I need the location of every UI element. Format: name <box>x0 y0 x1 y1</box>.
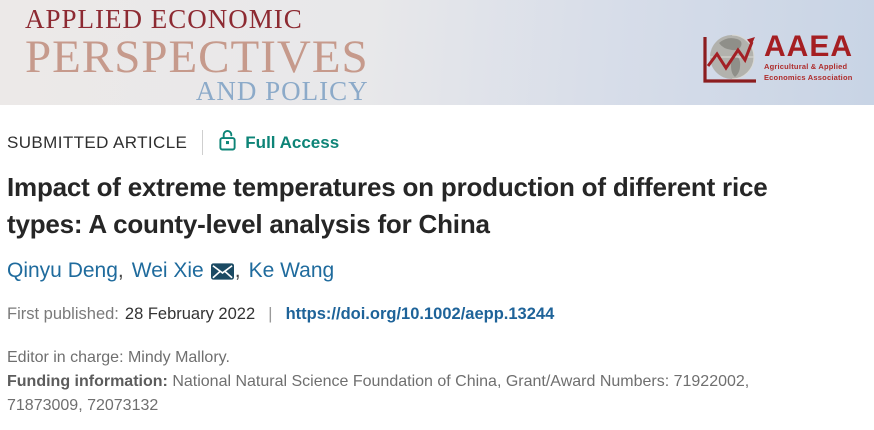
author-separator: , <box>117 259 124 282</box>
aaea-globe-chart-icon <box>699 29 759 92</box>
article-title: Impact of extreme temperatures on produc… <box>7 172 768 239</box>
aaea-tagline-line1: Agricultural & Applied <box>763 62 848 71</box>
funding-label: Funding information: <box>7 373 168 390</box>
author-link[interactable]: Qinyu Deng <box>7 259 118 282</box>
access-badge: Full Access <box>218 129 339 156</box>
editor-in-charge-line: Editor in charge: Mindy Mallory. <box>7 349 230 366</box>
article-header: SUBMITTED ARTICLE Full Access Impact of … <box>0 129 874 418</box>
journal-title: APPLIED ECONOMIC PERSPECTIVES AND POLICY <box>25 4 369 106</box>
funding-information: Funding information: National Natural Sc… <box>7 370 844 418</box>
author-list: Qinyu Deng, Wei Xie , Ke Wang <box>7 259 844 283</box>
aaea-tagline-line2: Economics Association <box>763 73 853 82</box>
doi-link[interactable]: https://doi.org/10.1002/aepp.13244 <box>285 304 555 323</box>
article-category: SUBMITTED ARTICLE <box>7 132 188 152</box>
publication-info-row: First published: 28 February 2022 | http… <box>7 304 844 324</box>
meta-divider <box>202 130 204 155</box>
first-published-date: 28 February 2022 <box>124 304 256 323</box>
author-link[interactable]: Ke Wang <box>248 259 335 282</box>
email-icon[interactable] <box>210 262 234 280</box>
aaea-logo: AAEA Agricultural & Applied Economics As… <box>699 29 853 92</box>
open-lock-icon <box>218 129 237 156</box>
journal-title-line1: APPLIED ECONOMIC <box>25 4 303 34</box>
author-link[interactable]: Wei Xie <box>131 259 204 282</box>
journal-title-line3: AND POLICY <box>195 76 369 106</box>
first-published-label: First published: <box>7 304 119 323</box>
article-meta-row: SUBMITTED ARTICLE Full Access <box>7 129 844 156</box>
pub-row-divider: | <box>268 304 273 323</box>
author-separator: , <box>234 259 241 282</box>
aaea-logo-text: AAEA Agricultural & Applied Economics As… <box>763 29 853 83</box>
aaea-acronym: AAEA <box>763 30 853 63</box>
journal-banner: APPLIED ECONOMIC PERSPECTIVES AND POLICY… <box>0 0 874 105</box>
journal-title-line2: PERSPECTIVES <box>25 31 369 83</box>
funding-text: National Natural Science Foundation of C… <box>7 373 750 414</box>
access-status-label: Full Access <box>245 132 340 152</box>
